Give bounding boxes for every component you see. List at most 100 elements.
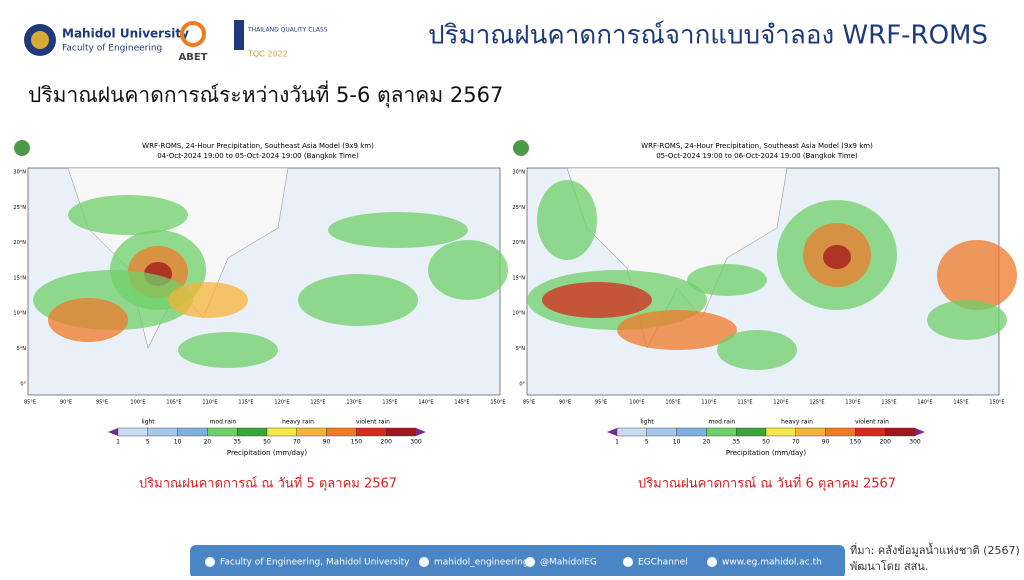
lon-label: 110°E bbox=[202, 400, 217, 406]
colorbar-tick: 50 bbox=[762, 439, 770, 446]
colorbar-label: Precipitation (mm/day) bbox=[726, 449, 807, 457]
rain-area bbox=[937, 240, 1017, 310]
colorbar-tick: 1 bbox=[116, 439, 120, 446]
colorbar-tick: 70 bbox=[792, 439, 800, 446]
footer-item: www.eg.mahidol.ac.th bbox=[722, 558, 822, 568]
colorbar-swatch bbox=[266, 427, 297, 437]
rain-area bbox=[687, 264, 767, 296]
lon-label: 90°E bbox=[60, 400, 72, 406]
colorbar-tick: 5 bbox=[146, 439, 150, 446]
lon-label: 100°E bbox=[629, 400, 644, 406]
lon-label: 125°E bbox=[809, 400, 824, 406]
lon-label: 100°E bbox=[130, 400, 145, 406]
colorbar-swatch bbox=[616, 427, 647, 437]
colorbar-tick: 1 bbox=[615, 439, 619, 446]
colorbar-class: heavy rain bbox=[282, 419, 314, 426]
rain-area bbox=[178, 332, 278, 368]
mahidol-logo-inner bbox=[31, 31, 49, 49]
lat-label: 30°N bbox=[512, 170, 525, 176]
lat-label: 15°N bbox=[512, 275, 525, 281]
lon-label: 150°E bbox=[490, 400, 505, 406]
colorbar-swatch bbox=[177, 427, 208, 437]
colorbar-tick: 90 bbox=[822, 439, 830, 446]
colorbar-label: Precipitation (mm/day) bbox=[227, 449, 308, 457]
tqc-line2: TQC 2022 bbox=[247, 50, 288, 59]
lon-label: 95°E bbox=[96, 400, 108, 406]
footer-bar bbox=[190, 545, 845, 579]
lon-label: 130°E bbox=[346, 400, 361, 406]
colorbar-swatch bbox=[296, 427, 327, 437]
lon-label: 140°E bbox=[917, 400, 932, 406]
lat-label: 5°N bbox=[516, 346, 526, 352]
rain-area bbox=[48, 298, 128, 342]
lon-label: 145°E bbox=[953, 400, 968, 406]
lat-label: 20°N bbox=[13, 240, 26, 246]
lon-label: 85°E bbox=[523, 400, 535, 406]
map-panel: WRF-ROMS, 24-Hour Precipitation, Southea… bbox=[512, 140, 1017, 492]
colorbar-swatch bbox=[236, 427, 268, 437]
rain-area bbox=[428, 240, 508, 300]
rain-area bbox=[298, 274, 418, 326]
rain-area bbox=[168, 282, 248, 318]
footer-icon bbox=[205, 557, 215, 567]
lon-label: 130°E bbox=[845, 400, 860, 406]
lat-label: 0° bbox=[20, 381, 26, 387]
colorbar-tick: 150 bbox=[850, 439, 862, 446]
colorbar-tick: 20 bbox=[703, 439, 711, 446]
colorbar-swatch bbox=[795, 427, 826, 437]
lon-label: 120°E bbox=[274, 400, 289, 406]
footer-icon bbox=[623, 557, 633, 567]
lat-label: 5°N bbox=[17, 346, 27, 352]
lat-label: 15°N bbox=[13, 275, 26, 281]
colorbar-class: light bbox=[640, 419, 654, 426]
lon-label: 95°E bbox=[595, 400, 607, 406]
map-period: 04-Oct-2024 19:00 to 05-Oct-2024 19:00 (… bbox=[157, 152, 359, 160]
colorbar-swatch bbox=[855, 427, 886, 437]
colorbar-tick: 90 bbox=[323, 439, 331, 446]
colorbar-tick: 10 bbox=[673, 439, 681, 446]
map-caption: ปริมาณฝนคาดการณ์ ณ วันที่ 6 ตุลาคม 2567 bbox=[638, 475, 896, 492]
faculty-name: Faculty of Engineering bbox=[62, 44, 162, 54]
footer-icon bbox=[419, 557, 429, 567]
map-title: WRF-ROMS, 24-Hour Precipitation, Southea… bbox=[142, 142, 374, 150]
lat-label: 0° bbox=[519, 381, 525, 387]
lon-label: 140°E bbox=[418, 400, 433, 406]
colorbar-swatch bbox=[646, 427, 677, 437]
colorbar-tick: 70 bbox=[293, 439, 301, 446]
lat-label: 30°N bbox=[13, 170, 26, 176]
colorbar-tick: 200 bbox=[380, 439, 392, 446]
colorbar-swatch bbox=[386, 427, 417, 437]
source: ที่มา: คลังข้อมูลน้ำแห่งชาติ (2567) bbox=[850, 542, 1020, 557]
footer-icon bbox=[525, 557, 535, 567]
colorbar-tick: 300 bbox=[410, 439, 422, 446]
footer-item: @MahidolEG bbox=[540, 558, 597, 568]
colorbar-swatch bbox=[765, 427, 796, 437]
colorbar-class: violent rain bbox=[356, 419, 390, 426]
footer-icon bbox=[707, 557, 717, 567]
lon-label: 135°E bbox=[881, 400, 896, 406]
abet-text: ABET bbox=[178, 52, 207, 63]
colorbar-tick: 35 bbox=[732, 439, 740, 446]
colorbar-swatch bbox=[147, 427, 178, 437]
footer-item: Faculty of Engineering, Mahidol Universi… bbox=[220, 558, 410, 568]
footer-item: mahidol_engineering bbox=[434, 558, 529, 568]
lat-label: 25°N bbox=[13, 205, 26, 211]
colorbar-class: mod.rain bbox=[210, 419, 237, 426]
colorbar-tick: 35 bbox=[233, 439, 241, 446]
colorbar-tick: 200 bbox=[879, 439, 891, 446]
colorbar-swatch bbox=[676, 427, 707, 437]
rain-area bbox=[542, 282, 652, 318]
lon-label: 120°E bbox=[773, 400, 788, 406]
slide-title: ปริมาณฝนคาดการณ์จากแบบจำลอง WRF-ROMS bbox=[428, 21, 988, 51]
map-logo bbox=[513, 140, 529, 156]
colorbar-swatch bbox=[117, 427, 148, 437]
lon-label: 135°E bbox=[382, 400, 397, 406]
lon-label: 125°E bbox=[310, 400, 325, 406]
map-title: WRF-ROMS, 24-Hour Precipitation, Southea… bbox=[641, 142, 873, 150]
slide-subtitle: ปริมาณฝนคาดการณ์ระหว่างวันที่ 5-6 ตุลาคม… bbox=[28, 80, 503, 108]
colorbar-swatch bbox=[825, 427, 856, 437]
abet-logo bbox=[180, 21, 206, 47]
colorbar-class: mod.rain bbox=[709, 419, 736, 426]
lat-label: 20°N bbox=[512, 240, 525, 246]
